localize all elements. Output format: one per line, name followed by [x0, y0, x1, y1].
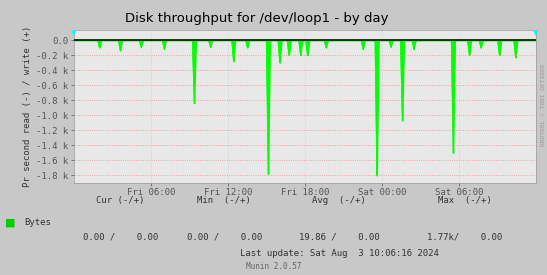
- Text: Min  (-/+): Min (-/+): [197, 196, 251, 205]
- Text: Max  (-/+): Max (-/+): [438, 196, 492, 205]
- Y-axis label: Pr second read (-) / write (+): Pr second read (-) / write (+): [23, 26, 32, 187]
- Text: 0.00 /    0.00: 0.00 / 0.00: [187, 232, 262, 241]
- Text: Avg  (-/+): Avg (-/+): [312, 196, 366, 205]
- Text: Disk throughput for /dev/loop1 - by day: Disk throughput for /dev/loop1 - by day: [125, 12, 389, 25]
- Text: Cur (-/+): Cur (-/+): [96, 196, 144, 205]
- Text: ▼: ▼: [71, 30, 77, 36]
- Text: Munin 2.0.57: Munin 2.0.57: [246, 262, 301, 271]
- Text: Bytes: Bytes: [25, 218, 51, 227]
- Text: Last update: Sat Aug  3 10:06:16 2024: Last update: Sat Aug 3 10:06:16 2024: [240, 249, 439, 257]
- Text: 0.00 /    0.00: 0.00 / 0.00: [83, 232, 158, 241]
- Text: ■: ■: [5, 218, 16, 228]
- Text: RRDTOOL / TOBI OETIKER: RRDTOOL / TOBI OETIKER: [541, 63, 546, 146]
- Text: ▼: ▼: [533, 30, 539, 36]
- Text: 1.77k/    0.00: 1.77k/ 0.00: [427, 232, 503, 241]
- Text: 19.86 /    0.00: 19.86 / 0.00: [299, 232, 380, 241]
